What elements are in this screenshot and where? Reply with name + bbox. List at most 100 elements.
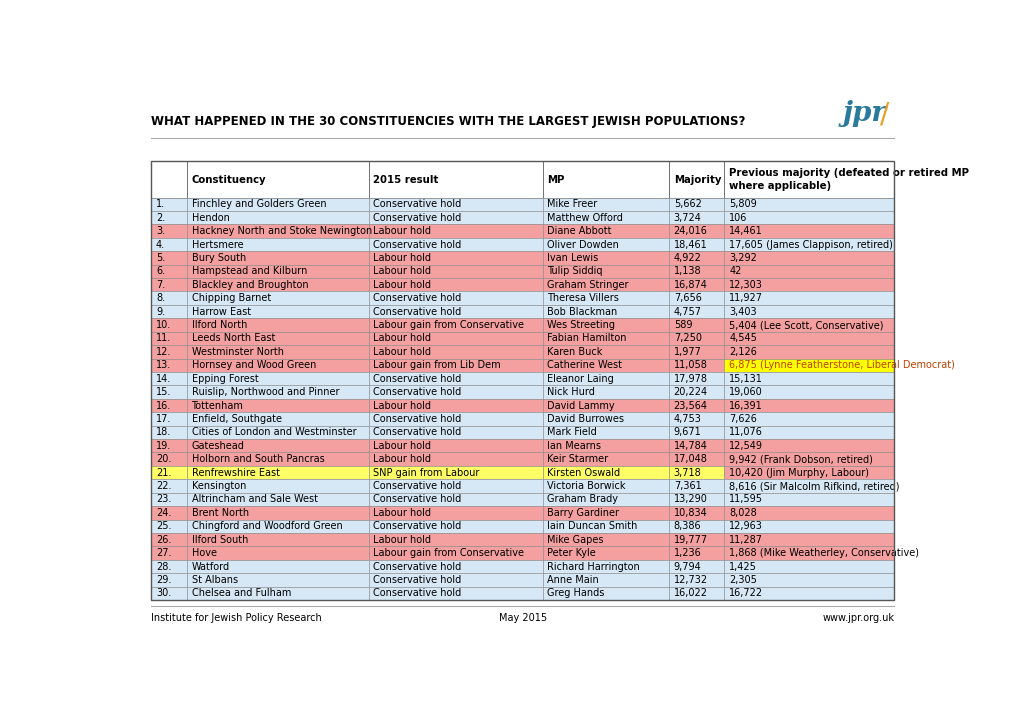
Bar — [723, 520, 894, 533]
Text: 2,305: 2,305 — [729, 575, 756, 585]
Text: Mike Freer: Mike Freer — [547, 199, 597, 209]
Bar — [368, 198, 542, 211]
Text: 4.: 4. — [156, 239, 165, 249]
Text: Hendon: Hendon — [192, 213, 229, 223]
Bar — [723, 506, 894, 520]
Text: 20,224: 20,224 — [674, 387, 707, 397]
Text: 4,545: 4,545 — [729, 333, 756, 343]
Bar — [723, 559, 894, 573]
Text: 11.: 11. — [156, 333, 171, 343]
Text: 106: 106 — [729, 213, 747, 223]
Text: 11,058: 11,058 — [674, 360, 707, 371]
Text: Holborn and South Pancras: Holborn and South Pancras — [192, 454, 324, 464]
Bar — [368, 345, 542, 358]
Text: 7,656: 7,656 — [674, 293, 701, 303]
Text: 30.: 30. — [156, 588, 171, 598]
Text: 1,977: 1,977 — [674, 347, 701, 357]
Text: 7,626: 7,626 — [729, 414, 756, 424]
Text: 9,942 (Frank Dobson, retired): 9,942 (Frank Dobson, retired) — [729, 454, 872, 464]
Text: 42: 42 — [729, 266, 741, 276]
Bar — [186, 425, 368, 439]
Text: 3,292: 3,292 — [729, 253, 756, 263]
Text: 2,126: 2,126 — [729, 347, 756, 357]
Bar — [723, 291, 894, 305]
Bar — [723, 305, 894, 318]
Bar — [186, 453, 368, 466]
Text: Epping Forest: Epping Forest — [192, 373, 258, 384]
Bar — [668, 479, 723, 492]
Bar — [368, 332, 542, 345]
Text: 17,605 (James Clappison, retired): 17,605 (James Clappison, retired) — [729, 239, 892, 249]
Bar — [186, 291, 368, 305]
Bar — [542, 198, 668, 211]
Bar — [542, 372, 668, 386]
Bar — [186, 547, 368, 559]
Bar — [151, 238, 186, 251]
Text: 16.: 16. — [156, 400, 171, 410]
Text: Labour hold: Labour hold — [373, 347, 431, 357]
Text: Wes Streeting: Wes Streeting — [547, 320, 614, 330]
Bar — [723, 358, 894, 372]
Bar — [542, 399, 668, 412]
Bar — [368, 587, 542, 600]
Text: 4,753: 4,753 — [674, 414, 701, 424]
Bar — [723, 412, 894, 425]
Bar — [723, 533, 894, 547]
Text: 1.: 1. — [156, 199, 165, 209]
Text: Watford: Watford — [192, 562, 229, 572]
Bar — [668, 399, 723, 412]
Bar — [668, 278, 723, 291]
Bar — [186, 520, 368, 533]
Text: Conservative hold: Conservative hold — [373, 213, 462, 223]
Bar — [368, 291, 542, 305]
Text: 16,022: 16,022 — [674, 588, 707, 598]
Bar — [151, 332, 186, 345]
Text: 10,834: 10,834 — [674, 508, 707, 518]
Text: Graham Brady: Graham Brady — [547, 495, 618, 505]
Text: Diane Abbott: Diane Abbott — [547, 226, 611, 236]
Text: Victoria Borwick: Victoria Borwick — [547, 481, 625, 491]
Text: Labour hold: Labour hold — [373, 535, 431, 544]
Text: Blackley and Broughton: Blackley and Broughton — [192, 280, 308, 290]
Bar — [723, 466, 894, 479]
Text: 7,250: 7,250 — [674, 333, 701, 343]
Bar — [186, 559, 368, 573]
Text: 2015 result: 2015 result — [373, 174, 438, 185]
Bar — [151, 345, 186, 358]
Text: Kensington: Kensington — [192, 481, 246, 491]
Text: Eleanor Laing: Eleanor Laing — [547, 373, 613, 384]
Bar — [542, 466, 668, 479]
Bar — [723, 439, 894, 453]
Bar — [186, 358, 368, 372]
Text: Ruislip, Northwood and Pinner: Ruislip, Northwood and Pinner — [192, 387, 338, 397]
Bar — [368, 162, 542, 198]
Text: Karen Buck: Karen Buck — [547, 347, 602, 357]
Text: 6.: 6. — [156, 266, 165, 276]
Bar — [151, 372, 186, 386]
Text: 12,549: 12,549 — [729, 441, 762, 451]
Text: 7.: 7. — [156, 280, 165, 290]
Bar — [368, 238, 542, 251]
Text: 22.: 22. — [156, 481, 171, 491]
Text: Barry Gardiner: Barry Gardiner — [547, 508, 619, 518]
Text: 27.: 27. — [156, 548, 171, 558]
Text: 14,784: 14,784 — [674, 441, 707, 451]
Text: 16,391: 16,391 — [729, 400, 762, 410]
Bar — [668, 224, 723, 238]
Text: Cities of London and Westminster: Cities of London and Westminster — [192, 428, 356, 438]
Bar — [151, 386, 186, 399]
Bar — [151, 211, 186, 224]
Text: /: / — [879, 100, 889, 128]
Bar — [542, 305, 668, 318]
Text: 26.: 26. — [156, 535, 171, 544]
Bar — [542, 587, 668, 600]
Bar — [723, 492, 894, 506]
Bar — [668, 211, 723, 224]
Text: 17,048: 17,048 — [674, 454, 707, 464]
Bar — [723, 332, 894, 345]
Text: Hove: Hove — [192, 548, 216, 558]
Text: Labour hold: Labour hold — [373, 253, 431, 263]
Bar — [368, 305, 542, 318]
Text: Peter Kyle: Peter Kyle — [547, 548, 595, 558]
Bar — [723, 278, 894, 291]
